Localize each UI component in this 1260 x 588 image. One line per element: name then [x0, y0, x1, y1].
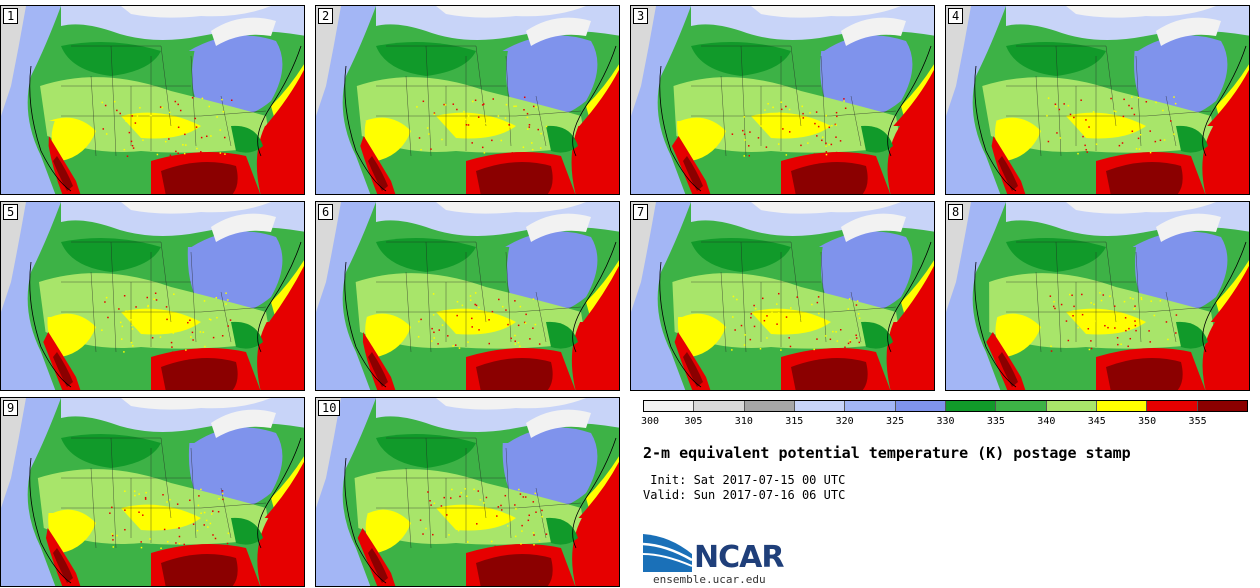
colorbar-segment [1096, 401, 1148, 411]
colorbar-segment [996, 401, 1047, 411]
ncar-wave-icon [642, 534, 693, 572]
colorbar-segment [895, 401, 946, 411]
panel-label: 10 [318, 400, 341, 416]
colorbar-tick-label: 330 [936, 416, 955, 427]
colorbar-segment [945, 401, 997, 411]
colorbar-segment [1197, 401, 1247, 411]
colorbar [643, 400, 1248, 412]
colorbar-tick-label: 310 [734, 416, 753, 427]
colorbar-tick-label: 325 [886, 416, 905, 427]
temperature-map [946, 202, 1249, 390]
member-panel-9: 9 [0, 397, 305, 587]
panel-label: 8 [948, 204, 964, 220]
chart-title: 2-m equivalent potential temperature (K)… [643, 444, 1131, 462]
panel-label: 2 [318, 8, 334, 24]
colorbar-tick-label: 350 [1138, 416, 1157, 427]
temperature-map [316, 202, 619, 390]
colorbar-labels: 300 305 310 315 320 325 330 335 340 345 350 355 [641, 416, 1248, 430]
panel-label: 7 [633, 204, 649, 220]
logo-url: ensemble.ucar.edu [653, 573, 766, 586]
valid-time: Valid: Sun 2017-07-16 06 UTC [643, 488, 846, 502]
member-panel-3: 3 [630, 5, 935, 195]
colorbar-segment [845, 401, 896, 411]
temperature-map [631, 202, 934, 390]
panel-label: 4 [948, 8, 964, 24]
colorbar-tick-label: 355 [1188, 416, 1207, 427]
logo-text: NCAR [694, 540, 784, 575]
colorbar-tick-label: 345 [1087, 416, 1106, 427]
temperature-map [1, 6, 304, 194]
panel-label: 3 [633, 8, 649, 24]
member-panel-8: 8 [945, 201, 1250, 391]
colorbar-segment [794, 401, 846, 411]
colorbar-tick-label: 320 [835, 416, 854, 427]
member-panel-5: 5 [0, 201, 305, 391]
temperature-map [1, 202, 304, 390]
temperature-map [946, 6, 1249, 194]
member-panel-1: 1 [0, 5, 305, 195]
colorbar-segment [744, 401, 795, 411]
panel-label: 1 [3, 8, 19, 24]
colorbar-segment [1147, 401, 1198, 411]
panel-label: 5 [3, 204, 19, 220]
member-panel-7: 7 [630, 201, 935, 391]
panel-label: 9 [3, 400, 19, 416]
member-panel-6: 6 [315, 201, 620, 391]
colorbar-segment [1046, 401, 1097, 411]
member-panel-10: 10 [315, 397, 620, 587]
colorbar-tick-label: 335 [986, 416, 1005, 427]
colorbar-tick-label: 305 [684, 416, 703, 427]
member-panel-2: 2 [315, 5, 620, 195]
colorbar-segment [644, 401, 695, 411]
temperature-map [316, 6, 619, 194]
ncar-logo: NCAR ensemble.ucar.edu [642, 532, 802, 588]
member-panel-4: 4 [945, 5, 1250, 195]
temperature-map [1, 398, 304, 586]
panel-label: 6 [318, 204, 334, 220]
init-time: Init: Sat 2017-07-15 00 UTC [643, 473, 846, 487]
temperature-map [316, 398, 619, 586]
colorbar-tick-label: 315 [785, 416, 804, 427]
colorbar-tick-label: 340 [1037, 416, 1056, 427]
colorbar-segment [694, 401, 745, 411]
colorbar-tick-label: 300 [641, 416, 660, 427]
temperature-map [631, 6, 934, 194]
